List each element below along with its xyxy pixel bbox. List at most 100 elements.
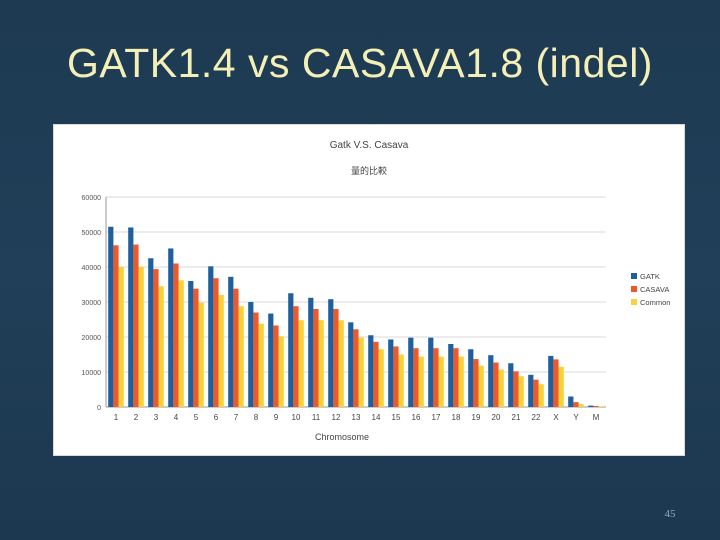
page-number: 45 [664, 508, 676, 520]
bar-common-chr-1 [118, 267, 124, 407]
bar-gatk-chr-8 [248, 302, 254, 407]
x-tick-label: 1 [114, 413, 119, 422]
bar-gatk-chr-9 [268, 313, 274, 407]
bar-common-chr-18 [458, 356, 464, 407]
bar-casava-chr-M [593, 405, 599, 407]
bar-common-chr-17 [438, 356, 444, 407]
bar-gatk-chr-X [548, 355, 554, 407]
bar-common-chr-22 [538, 384, 544, 407]
bar-gatk-chr-17 [428, 337, 434, 407]
bar-common-chr-4 [178, 280, 184, 407]
bar-common-chr-16 [418, 356, 424, 407]
bar-casava-chr-12 [333, 309, 339, 407]
bar-common-chr-11 [318, 320, 324, 407]
x-tick-label: 10 [292, 413, 301, 422]
chart-subtitle: 量的比較 [351, 165, 387, 177]
bar-casava-chr-3 [153, 269, 159, 407]
bars [108, 226, 604, 407]
bar-gatk-chr-13 [348, 322, 354, 407]
x-axis-label: Chromosome [315, 432, 369, 442]
x-tick-label: 22 [532, 413, 541, 422]
bar-gatk-chr-7 [228, 276, 234, 407]
bar-gatk-chr-14 [368, 335, 374, 407]
bar-common-chr-21 [518, 376, 524, 407]
bar-gatk-chr-3 [148, 258, 154, 407]
bar-casava-chr-16 [413, 348, 419, 407]
legend: GATK CASAVA Common [631, 272, 670, 307]
chart-panel[interactable]: Gatk V.S. Casava 量的比較 Chromosome 0 10000 2… [54, 125, 684, 455]
bar-common-chr-10 [298, 320, 304, 407]
bar-common-chr-19 [478, 365, 484, 407]
bar-common-chr-14 [378, 349, 384, 407]
bar-casava-chr-7 [233, 288, 239, 407]
resize-handle-bottom[interactable] [367, 453, 371, 457]
x-tick-label: 21 [512, 413, 521, 422]
bar-common-chr-7 [238, 306, 244, 407]
x-tick-label: 3 [154, 413, 159, 422]
bar-common-chr-M [598, 406, 604, 407]
bar-casava-chr-20 [493, 362, 499, 407]
x-tick-label: 20 [492, 413, 501, 422]
bar-gatk-chr-10 [288, 293, 294, 407]
slide-title: GATK1.4 vs CASAVA1.8 (indel) [67, 40, 653, 86]
bar-casava-chr-4 [173, 263, 179, 407]
bar-gatk-chr-6 [208, 266, 214, 407]
bar-casava-chr-8 [253, 312, 259, 407]
x-tick-label: M [593, 413, 600, 422]
bar-gatk-chr-21 [508, 363, 514, 407]
bar-gatk-chr-19 [468, 349, 474, 407]
x-tick-label: 4 [174, 413, 179, 422]
y-tick-label: 10000 [82, 370, 102, 377]
x-tick-label: 15 [392, 413, 401, 422]
legend-label-gatk: GATK [640, 272, 660, 281]
bar-common-chr-20 [498, 369, 504, 407]
legend-swatch-common [631, 299, 637, 305]
y-tick-label: 40000 [82, 265, 102, 272]
bar-common-chr-9 [278, 336, 284, 407]
x-tick-label: 5 [194, 413, 199, 422]
bar-gatk-chr-12 [328, 299, 334, 407]
bar-casava-chr-17 [433, 348, 439, 407]
bar-common-chr-12 [338, 320, 344, 407]
x-tick-label: 7 [234, 413, 239, 422]
bar-casava-chr-21 [513, 371, 519, 407]
bar-gatk-chr-11 [308, 297, 314, 407]
x-tick-label: X [553, 413, 559, 422]
legend-swatch-casava [631, 286, 637, 292]
bar-casava-chr-18 [453, 348, 459, 407]
y-tick-label: 50000 [82, 230, 102, 237]
bar-common-chr-13 [358, 337, 364, 407]
x-tick-label: 8 [254, 413, 259, 422]
bar-casava-chr-14 [373, 341, 379, 407]
x-tick-label: 16 [412, 413, 421, 422]
bar-common-chr-6 [218, 295, 224, 407]
bar-casava-chr-5 [193, 288, 199, 407]
x-tick-label: 19 [472, 413, 481, 422]
x-tick-label: 9 [274, 413, 279, 422]
bar-gatk-chr-1 [108, 226, 114, 407]
y-tick-label: 20000 [82, 335, 102, 342]
bar-common-chr-15 [398, 354, 404, 407]
bar-common-chr-2 [138, 267, 144, 407]
bar-casava-chr-15 [393, 346, 399, 407]
bar-casava-chr-9 [273, 325, 279, 407]
x-tick-label: 18 [452, 413, 461, 422]
chart-title: Gatk V.S. Casava [330, 140, 409, 151]
bar-casava-chr-22 [533, 379, 539, 407]
bar-common-chr-3 [158, 286, 164, 407]
bar-casava-chr-6 [213, 278, 219, 407]
bar-gatk-chr-15 [388, 339, 394, 407]
bar-casava-chr-Y [573, 402, 579, 407]
bar-gatk-chr-M [588, 405, 594, 407]
x-tick-label: 12 [332, 413, 341, 422]
bar-common-chr-8 [258, 323, 264, 407]
x-tick-label: 13 [352, 413, 361, 422]
bar-common-chr-X [558, 366, 564, 407]
bar-gatk-chr-18 [448, 344, 454, 407]
y-tick-label: 30000 [82, 300, 102, 307]
bar-casava-chr-10 [293, 306, 299, 407]
bar-gatk-chr-22 [528, 374, 534, 407]
bar-gatk-chr-2 [128, 227, 134, 407]
x-tick-label: 14 [372, 413, 381, 422]
